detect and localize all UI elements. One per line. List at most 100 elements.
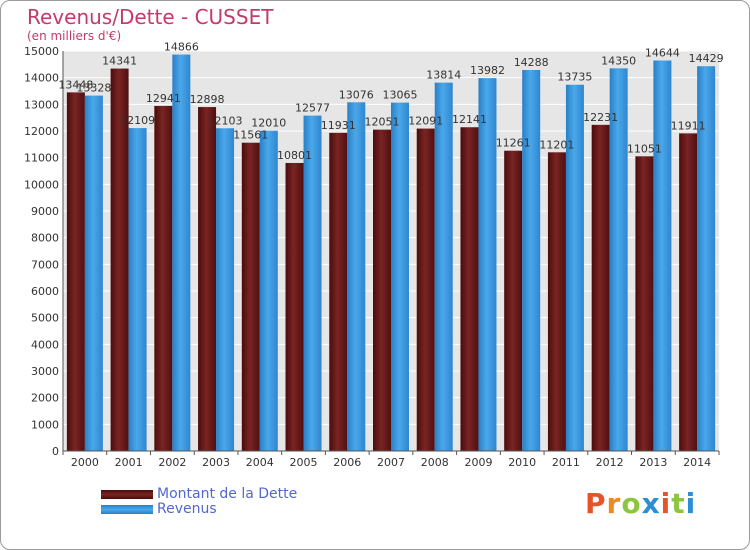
bar-revenus <box>522 69 541 451</box>
data-label-dette: 14341 <box>102 55 137 68</box>
bar-dette <box>198 107 217 451</box>
bar-dette <box>154 105 173 451</box>
x-tick-label: 2014 <box>683 456 711 469</box>
y-tick-label: 12000 <box>24 125 59 138</box>
x-tick-label: 2003 <box>202 456 230 469</box>
data-label-dette: 11051 <box>627 142 662 155</box>
bar-revenus <box>391 102 409 451</box>
proxiti-logo: Proxiti <box>585 487 696 520</box>
y-tick-label: 3000 <box>31 365 59 378</box>
x-tick-label: 2001 <box>115 456 143 469</box>
y-tick-label: 0 <box>52 445 59 458</box>
x-tick-label: 2010 <box>508 456 536 469</box>
bar-revenus <box>84 95 103 451</box>
y-tick-label: 14000 <box>24 72 59 85</box>
y-tick-label: 15000 <box>24 45 59 58</box>
bar-revenus <box>347 102 366 451</box>
logo-letter: r <box>606 487 622 520</box>
data-label-revenus: 12109 <box>120 114 155 127</box>
bar-revenus <box>216 128 235 451</box>
bar-revenus <box>434 82 453 452</box>
bar-revenus <box>128 128 147 451</box>
legend-label-revenus: Revenus <box>157 501 217 517</box>
y-tick-label: 1000 <box>31 418 59 431</box>
bar-revenus <box>172 54 191 451</box>
y-tick-label: 10000 <box>24 178 59 191</box>
bar-dette <box>504 150 523 451</box>
data-label-revenus: 13735 <box>557 71 592 84</box>
x-tick-label: 2012 <box>596 456 624 469</box>
logo-letter: t <box>671 487 686 520</box>
logo-letter: o <box>621 487 642 520</box>
legend-swatch-revenus <box>101 505 153 514</box>
bar-revenus <box>565 84 584 451</box>
bar-revenus <box>609 68 628 451</box>
bar-dette <box>241 142 260 451</box>
data-label-revenus: 12103 <box>208 114 243 127</box>
logo-letter: P <box>585 487 607 520</box>
data-label-dette: 11261 <box>496 137 531 150</box>
bar-revenus <box>478 78 497 451</box>
x-tick-label: 2005 <box>290 456 318 469</box>
data-labels: 13328 12109 14866 12103 12010 12577 13076 13065… <box>58 41 723 162</box>
x-tick-label: 2008 <box>421 456 449 469</box>
bar-dette <box>110 68 129 451</box>
y-tick-label: 9000 <box>31 205 59 218</box>
y-tick-label: 2000 <box>31 392 59 405</box>
chart-title: Revenus/Dette - CUSSET <box>27 5 274 29</box>
logo-letter: x <box>641 487 661 520</box>
bar-dette <box>329 132 348 451</box>
data-label-dette: 11201 <box>539 138 574 151</box>
bar-dette <box>547 152 566 451</box>
data-label-revenus: 14429 <box>689 52 724 65</box>
x-axis: 2000 2001 2002 2003 2004 2005 2006 2007 2008 2009… <box>62 450 720 469</box>
chart-subtitle: (en milliers d'€) <box>27 29 122 43</box>
logo-letter: i <box>660 487 672 520</box>
y-tick-label: 5000 <box>31 312 59 325</box>
legend-swatch-dette <box>101 490 153 499</box>
data-label-dette: 10801 <box>277 149 312 162</box>
x-tick-label: 2009 <box>464 456 492 469</box>
bar-revenus <box>259 130 278 451</box>
bar-dette <box>679 133 698 451</box>
x-tick-label: 2002 <box>158 456 186 469</box>
data-label-dette: 12231 <box>583 111 618 124</box>
bar-dette <box>460 127 479 452</box>
y-tick-label: 4000 <box>31 338 59 351</box>
data-label-dette: 12141 <box>452 113 487 126</box>
legend-label-dette: Montant de la Dette <box>157 486 298 502</box>
x-tick-label: 2011 <box>552 456 580 469</box>
data-label-revenus: 14288 <box>514 56 549 69</box>
data-label-dette: 11561 <box>233 129 268 142</box>
y-tick-label: 6000 <box>31 285 59 298</box>
data-label-revenus: 13328 <box>76 82 111 95</box>
bar-revenus <box>697 66 716 451</box>
data-label-dette: 12941 <box>146 92 181 105</box>
data-label-revenus: 12010 <box>251 117 286 130</box>
bars <box>66 54 716 452</box>
bar-revenus <box>653 60 672 451</box>
data-label-revenus: 12577 <box>295 102 330 115</box>
x-tick-label: 2006 <box>333 456 361 469</box>
bar-dette <box>285 162 304 451</box>
bar-revenus <box>303 115 322 451</box>
data-label-dette: 11931 <box>321 119 356 132</box>
data-label-revenus: 14644 <box>645 46 680 59</box>
data-label-revenus: 13982 <box>470 64 505 77</box>
y-tick-label: 13000 <box>24 98 59 111</box>
x-tick-label: 2007 <box>377 456 405 469</box>
x-tick-label: 2000 <box>71 456 99 469</box>
x-tick-label: 2004 <box>246 456 274 469</box>
y-tick-label: 7000 <box>31 258 59 271</box>
data-label-revenus: 13076 <box>339 88 374 101</box>
bar-dette <box>591 124 610 451</box>
data-label-revenus: 14866 <box>164 41 199 54</box>
y-axis: 0 1000 2000 3000 4000 5000 6000 7000 8000 9000 100… <box>24 45 64 458</box>
data-label-revenus: 13814 <box>426 69 461 82</box>
bar-dette <box>416 128 435 451</box>
data-label-revenus: 14350 <box>601 54 636 67</box>
bar-dette <box>66 92 85 452</box>
data-label-dette: 12051 <box>365 116 400 129</box>
bar-dette <box>373 129 391 451</box>
